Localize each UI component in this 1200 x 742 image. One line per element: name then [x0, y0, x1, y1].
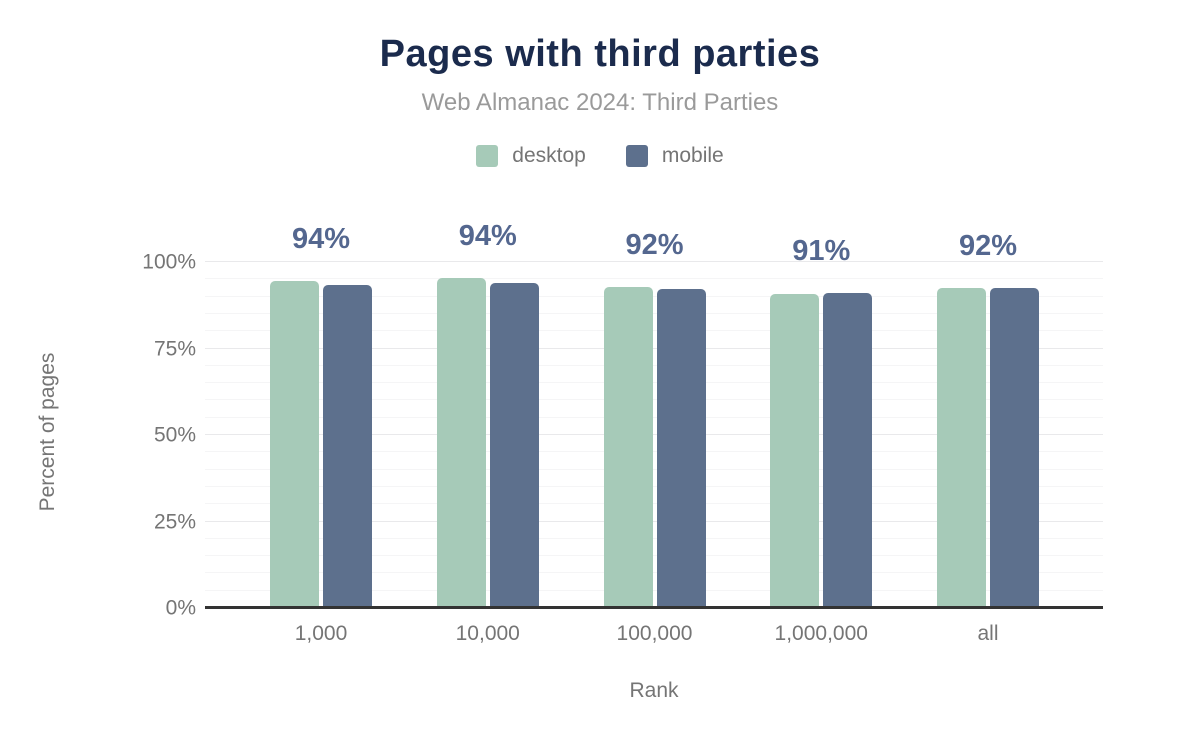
gridline	[205, 364, 1103, 366]
gridline	[205, 485, 1103, 487]
plot-area: 94% 1,000 94% 10,000 92% 100,000 91% 1,000,000 9…	[205, 222, 1103, 645]
bar-group: 92% all	[937, 231, 1039, 645]
gridline	[205, 399, 1103, 401]
bar-mobile[interactable]	[656, 289, 706, 608]
gridline	[205, 434, 1103, 435]
x-axis-title: Rank	[629, 679, 679, 702]
legend-label-mobile: mobile	[661, 144, 724, 167]
bar-mobile[interactable]	[323, 284, 372, 608]
bar-group: 91% 1,000,000	[770, 236, 873, 645]
bar-value-label: 91%	[792, 234, 851, 267]
gridline	[205, 261, 1103, 262]
bar-group: 94% 10,000	[436, 222, 539, 645]
gridline	[205, 520, 1103, 522]
gridline	[205, 278, 1103, 280]
y-tick-label: 0%	[165, 596, 196, 620]
bar-value-label: 92%	[625, 228, 684, 261]
gridline	[205, 451, 1103, 453]
x-axis-line	[205, 606, 1103, 609]
chart-title: Pages with third parties	[379, 33, 821, 75]
legend-label-desktop: desktop	[512, 144, 586, 167]
chart-subtitle: Web Almanac 2024: Third Parties	[421, 89, 779, 116]
bar-mobile[interactable]	[489, 282, 539, 608]
mobile-swatch-icon	[625, 145, 648, 167]
y-tick-label: 100%	[142, 250, 196, 274]
legend-item-desktop[interactable]: desktop	[476, 144, 586, 168]
gridline	[205, 295, 1103, 297]
gridline	[205, 312, 1103, 314]
y-tick-label: 25%	[153, 510, 196, 533]
x-tick-label: all	[977, 622, 999, 645]
gridline	[205, 382, 1103, 384]
bars-row: 94% 1,000 94% 10,000 92% 100,000 91% 1,000,000 9…	[205, 222, 1103, 645]
x-tick-label: 100,000	[616, 622, 693, 645]
y-tick-label: 50%	[153, 423, 196, 447]
bar-value-label: 94%	[458, 220, 517, 253]
x-tick-label: 10,000	[455, 622, 520, 645]
bar-desktop[interactable]	[270, 281, 319, 608]
bar-desktop[interactable]	[436, 278, 486, 608]
bar-mobile[interactable]	[823, 292, 873, 608]
bar-group: 94% 1,000	[270, 225, 372, 645]
bar-desktop[interactable]	[603, 286, 653, 608]
x-tick-label: 1,000	[294, 622, 348, 645]
bar-group: 92% 100,000	[603, 230, 706, 645]
gridline	[205, 589, 1103, 591]
bar-value-label: 92%	[958, 229, 1018, 262]
gridline	[205, 468, 1103, 470]
gridline	[205, 572, 1103, 574]
bar-mobile[interactable]	[990, 287, 1039, 608]
y-tick-label: 75%	[153, 337, 196, 360]
gridline	[205, 347, 1103, 349]
gridline	[205, 537, 1103, 539]
bar-desktop[interactable]	[937, 288, 986, 608]
legend: desktop mobile	[0, 144, 1200, 168]
x-tick-label: 1,000,000	[774, 622, 868, 645]
gridline	[205, 555, 1103, 557]
bar-value-label: 94%	[291, 223, 351, 256]
bar-desktop[interactable]	[770, 293, 820, 608]
y-axis-ticks: 0% 25% 50% 75% 100%	[0, 252, 196, 619]
gridline	[205, 416, 1103, 418]
gridline	[205, 503, 1103, 505]
gridline	[205, 330, 1103, 332]
legend-item-mobile[interactable]: mobile	[625, 144, 724, 168]
desktop-swatch-icon	[476, 145, 499, 167]
